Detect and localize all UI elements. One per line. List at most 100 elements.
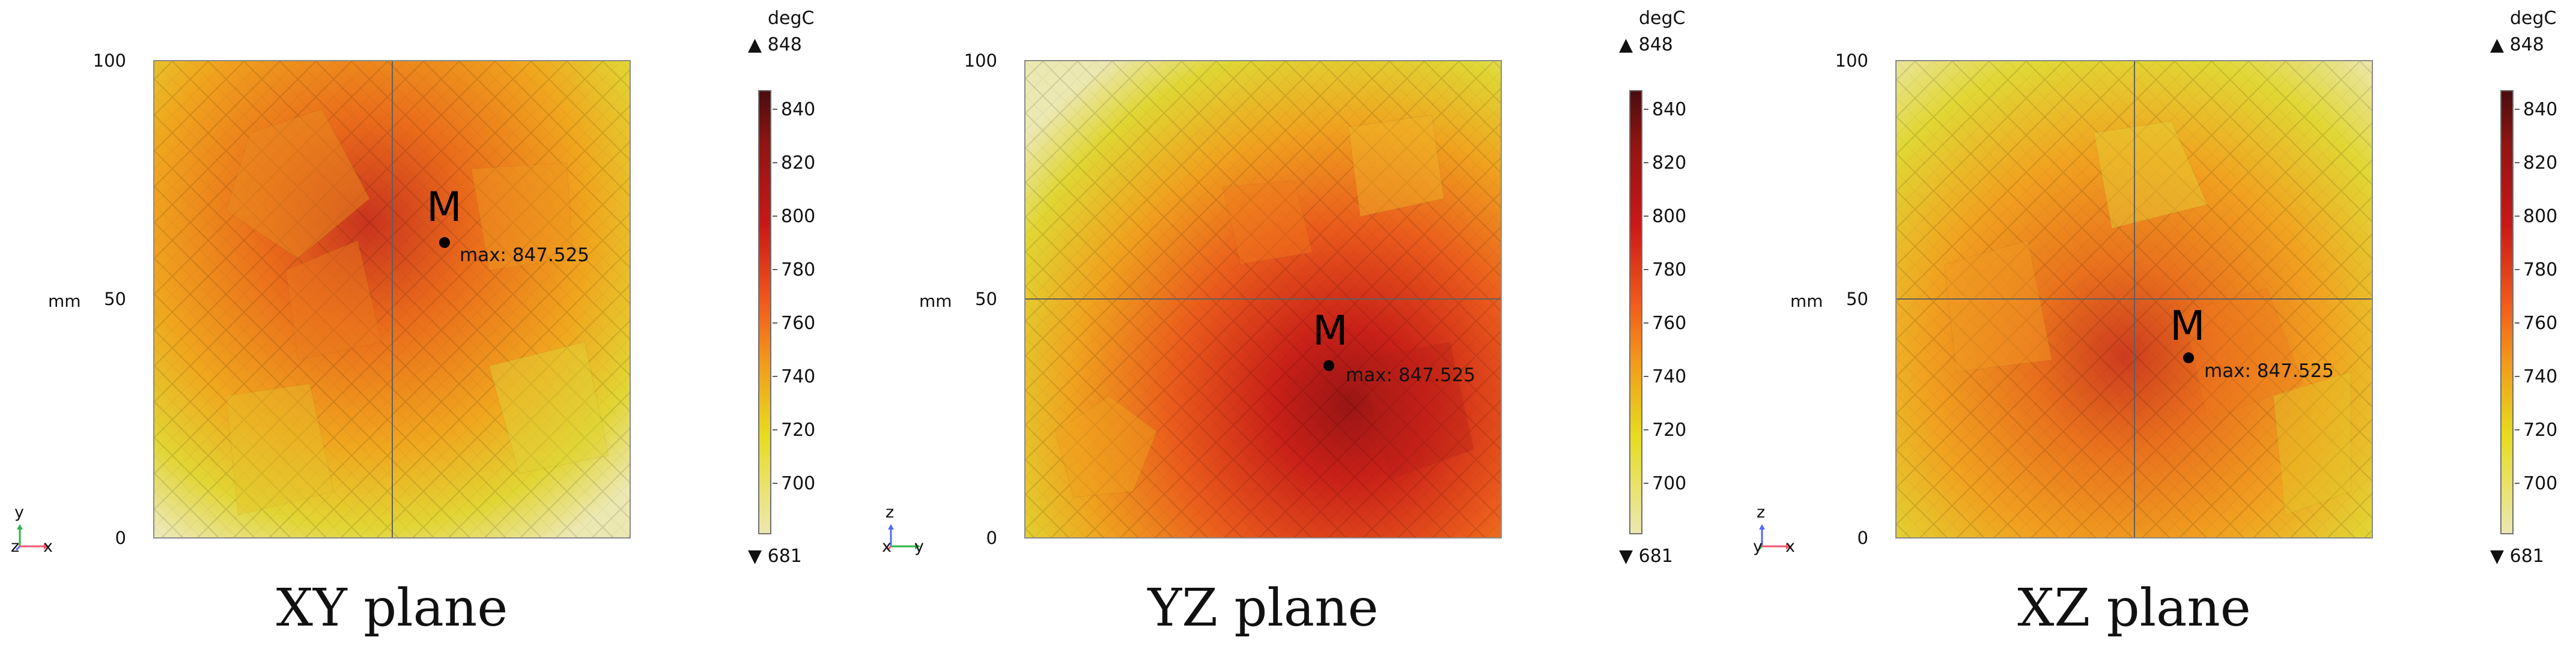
xy-triad-horizontal-label: x bbox=[43, 537, 53, 556]
xy-max-value: max: 847.525 bbox=[460, 244, 590, 266]
xy-colorbar-label-840: 840 bbox=[781, 99, 816, 120]
xz-y-tick-100: 100 bbox=[1835, 50, 1868, 71]
xy-colorbar-tick-700 bbox=[773, 483, 777, 484]
yz-colorbar-tick-800 bbox=[1644, 216, 1648, 217]
yz-legend-max: ▲ 848 bbox=[1619, 34, 1673, 55]
xy-legend-min-value: 681 bbox=[767, 546, 802, 567]
xz-colorbar-tick-700 bbox=[2515, 483, 2520, 484]
yz-colorbar-tick-740 bbox=[1644, 376, 1648, 377]
yz-colorbar-label-720: 720 bbox=[1652, 420, 1687, 441]
xz-colorbar bbox=[2500, 90, 2514, 534]
yz-legend-min: ▼ 681 bbox=[1619, 546, 1673, 567]
xz-legend-max-value: 848 bbox=[2509, 34, 2544, 55]
xz-heatmap bbox=[1897, 61, 2372, 537]
xy-temperature-plot bbox=[153, 60, 631, 539]
yz-legend-max-value: 848 bbox=[1638, 34, 1673, 55]
xy-marker-label: M bbox=[427, 184, 462, 231]
yz-heatmap bbox=[1025, 61, 1501, 537]
xy-plane-panel: 100 50 0 mm bbox=[0, 0, 859, 655]
yz-colorbar-tick-760 bbox=[1644, 322, 1648, 324]
yz-triad-vertical-label: z bbox=[886, 503, 895, 522]
xz-triad-third-label: y bbox=[1753, 537, 1763, 556]
xz-colorbar-label-840: 840 bbox=[2523, 99, 2558, 120]
xz-plane-title: XZ plane bbox=[2017, 578, 2251, 638]
xy-triad-vertical-label: y bbox=[14, 503, 24, 522]
xy-colorbar-label-820: 820 bbox=[781, 152, 816, 174]
xy-colorbar-tick-780 bbox=[773, 269, 777, 270]
xz-y-tick-50: 50 bbox=[1846, 289, 1868, 309]
yz-colorbar-label-740: 740 bbox=[1652, 366, 1687, 387]
yz-triad-horizontal-label: y bbox=[914, 537, 924, 556]
xy-colorbar-tick-740 bbox=[773, 376, 777, 377]
yz-marker-label: M bbox=[1313, 307, 1348, 355]
xz-legend-min: ▼ 681 bbox=[2490, 546, 2544, 567]
xy-colorbar-tick-760 bbox=[773, 322, 777, 324]
xz-colorbar-tick-780 bbox=[2515, 269, 2520, 270]
xz-legend-min-value: 681 bbox=[2509, 546, 2544, 567]
yz-colorbar-tick-700 bbox=[1644, 483, 1648, 484]
yz-colorbar-label-700: 700 bbox=[1652, 473, 1687, 494]
xz-colorbar-tick-820 bbox=[2515, 162, 2520, 163]
xz-max-value: max: 847.525 bbox=[2204, 360, 2334, 382]
xz-legend-unit: degC bbox=[2510, 8, 2557, 29]
xy-colorbar-tick-800 bbox=[773, 216, 777, 217]
xz-colorbar-label-820: 820 bbox=[2523, 152, 2558, 174]
xy-colorbar-label-700: 700 bbox=[781, 473, 816, 494]
yz-plane-panel: 100 50 0 mm bbox=[871, 0, 1730, 655]
xy-colorbar-tick-820 bbox=[773, 162, 777, 163]
yz-legend-min-value: 681 bbox=[1638, 546, 1673, 567]
xy-y-tick-100: 100 bbox=[93, 50, 126, 71]
xy-legend-max: ▲ 848 bbox=[748, 34, 802, 55]
xz-axis-triad: z x y bbox=[1753, 504, 1808, 560]
yz-triad-third-label: x bbox=[882, 537, 892, 556]
xz-colorbar-label-760: 760 bbox=[2523, 313, 2558, 334]
xz-colorbar-label-800: 800 bbox=[2523, 206, 2558, 227]
yz-y-tick-0: 0 bbox=[986, 528, 997, 548]
xy-colorbar-label-800: 800 bbox=[781, 206, 816, 227]
xy-legend-max-value: 848 bbox=[767, 34, 802, 55]
xz-triad-graphic bbox=[1757, 524, 1791, 551]
xy-max-point bbox=[439, 237, 450, 248]
yz-colorbar-tick-820 bbox=[1644, 162, 1648, 163]
xz-colorbar-tick-800 bbox=[2515, 216, 2520, 217]
xz-max-point bbox=[2183, 352, 2194, 363]
yz-triad-graphic bbox=[886, 524, 920, 551]
xy-colorbar-label-760: 760 bbox=[781, 313, 816, 334]
yz-legend-unit: degC bbox=[1639, 8, 1686, 29]
xy-heatmap bbox=[154, 61, 630, 537]
yz-temperature-plot bbox=[1024, 60, 1502, 539]
xz-plane-panel: 100 50 0 mm bbox=[1742, 0, 2576, 655]
xy-y-tick-50: 50 bbox=[104, 289, 126, 309]
xz-temperature-plot bbox=[1895, 60, 2373, 539]
yz-max-value: max: 847.525 bbox=[1346, 364, 1476, 386]
xz-axis-unit: mm bbox=[1790, 291, 1823, 311]
yz-colorbar-label-780: 780 bbox=[1652, 259, 1687, 280]
xy-colorbar-label-720: 720 bbox=[781, 420, 816, 441]
xy-legend-unit: degC bbox=[768, 8, 815, 29]
xy-triad-third-label: z bbox=[11, 537, 20, 556]
yz-colorbar-label-820: 820 bbox=[1652, 152, 1687, 174]
xz-colorbar-tick-740 bbox=[2515, 376, 2520, 377]
yz-max-point bbox=[1323, 360, 1334, 371]
xy-colorbar-tick-840 bbox=[773, 109, 777, 110]
yz-y-tick-100: 100 bbox=[964, 50, 997, 71]
xz-marker-label: M bbox=[2170, 303, 2205, 350]
xz-colorbar-tick-840 bbox=[2515, 109, 2520, 110]
yz-colorbar-label-840: 840 bbox=[1652, 99, 1687, 120]
xy-y-tick-0: 0 bbox=[115, 528, 126, 548]
yz-colorbar-label-800: 800 bbox=[1652, 206, 1687, 227]
yz-colorbar-tick-720 bbox=[1644, 429, 1648, 430]
xy-legend-min: ▼ 681 bbox=[748, 546, 802, 567]
yz-colorbar bbox=[1629, 90, 1642, 534]
xy-colorbar-tick-720 bbox=[773, 429, 777, 430]
yz-colorbar-tick-840 bbox=[1644, 109, 1648, 110]
yz-y-tick-50: 50 bbox=[975, 289, 997, 309]
xz-colorbar-label-780: 780 bbox=[2523, 259, 2558, 280]
yz-axis-unit: mm bbox=[919, 291, 952, 311]
xz-colorbar-label-720: 720 bbox=[2523, 420, 2558, 441]
xy-plane-title: XY plane bbox=[276, 578, 508, 638]
xy-triad-graphic bbox=[15, 524, 49, 551]
xz-triad-horizontal-label: x bbox=[1785, 537, 1795, 556]
yz-colorbar-tick-780 bbox=[1644, 269, 1648, 270]
xz-colorbar-label-740: 740 bbox=[2523, 366, 2558, 387]
